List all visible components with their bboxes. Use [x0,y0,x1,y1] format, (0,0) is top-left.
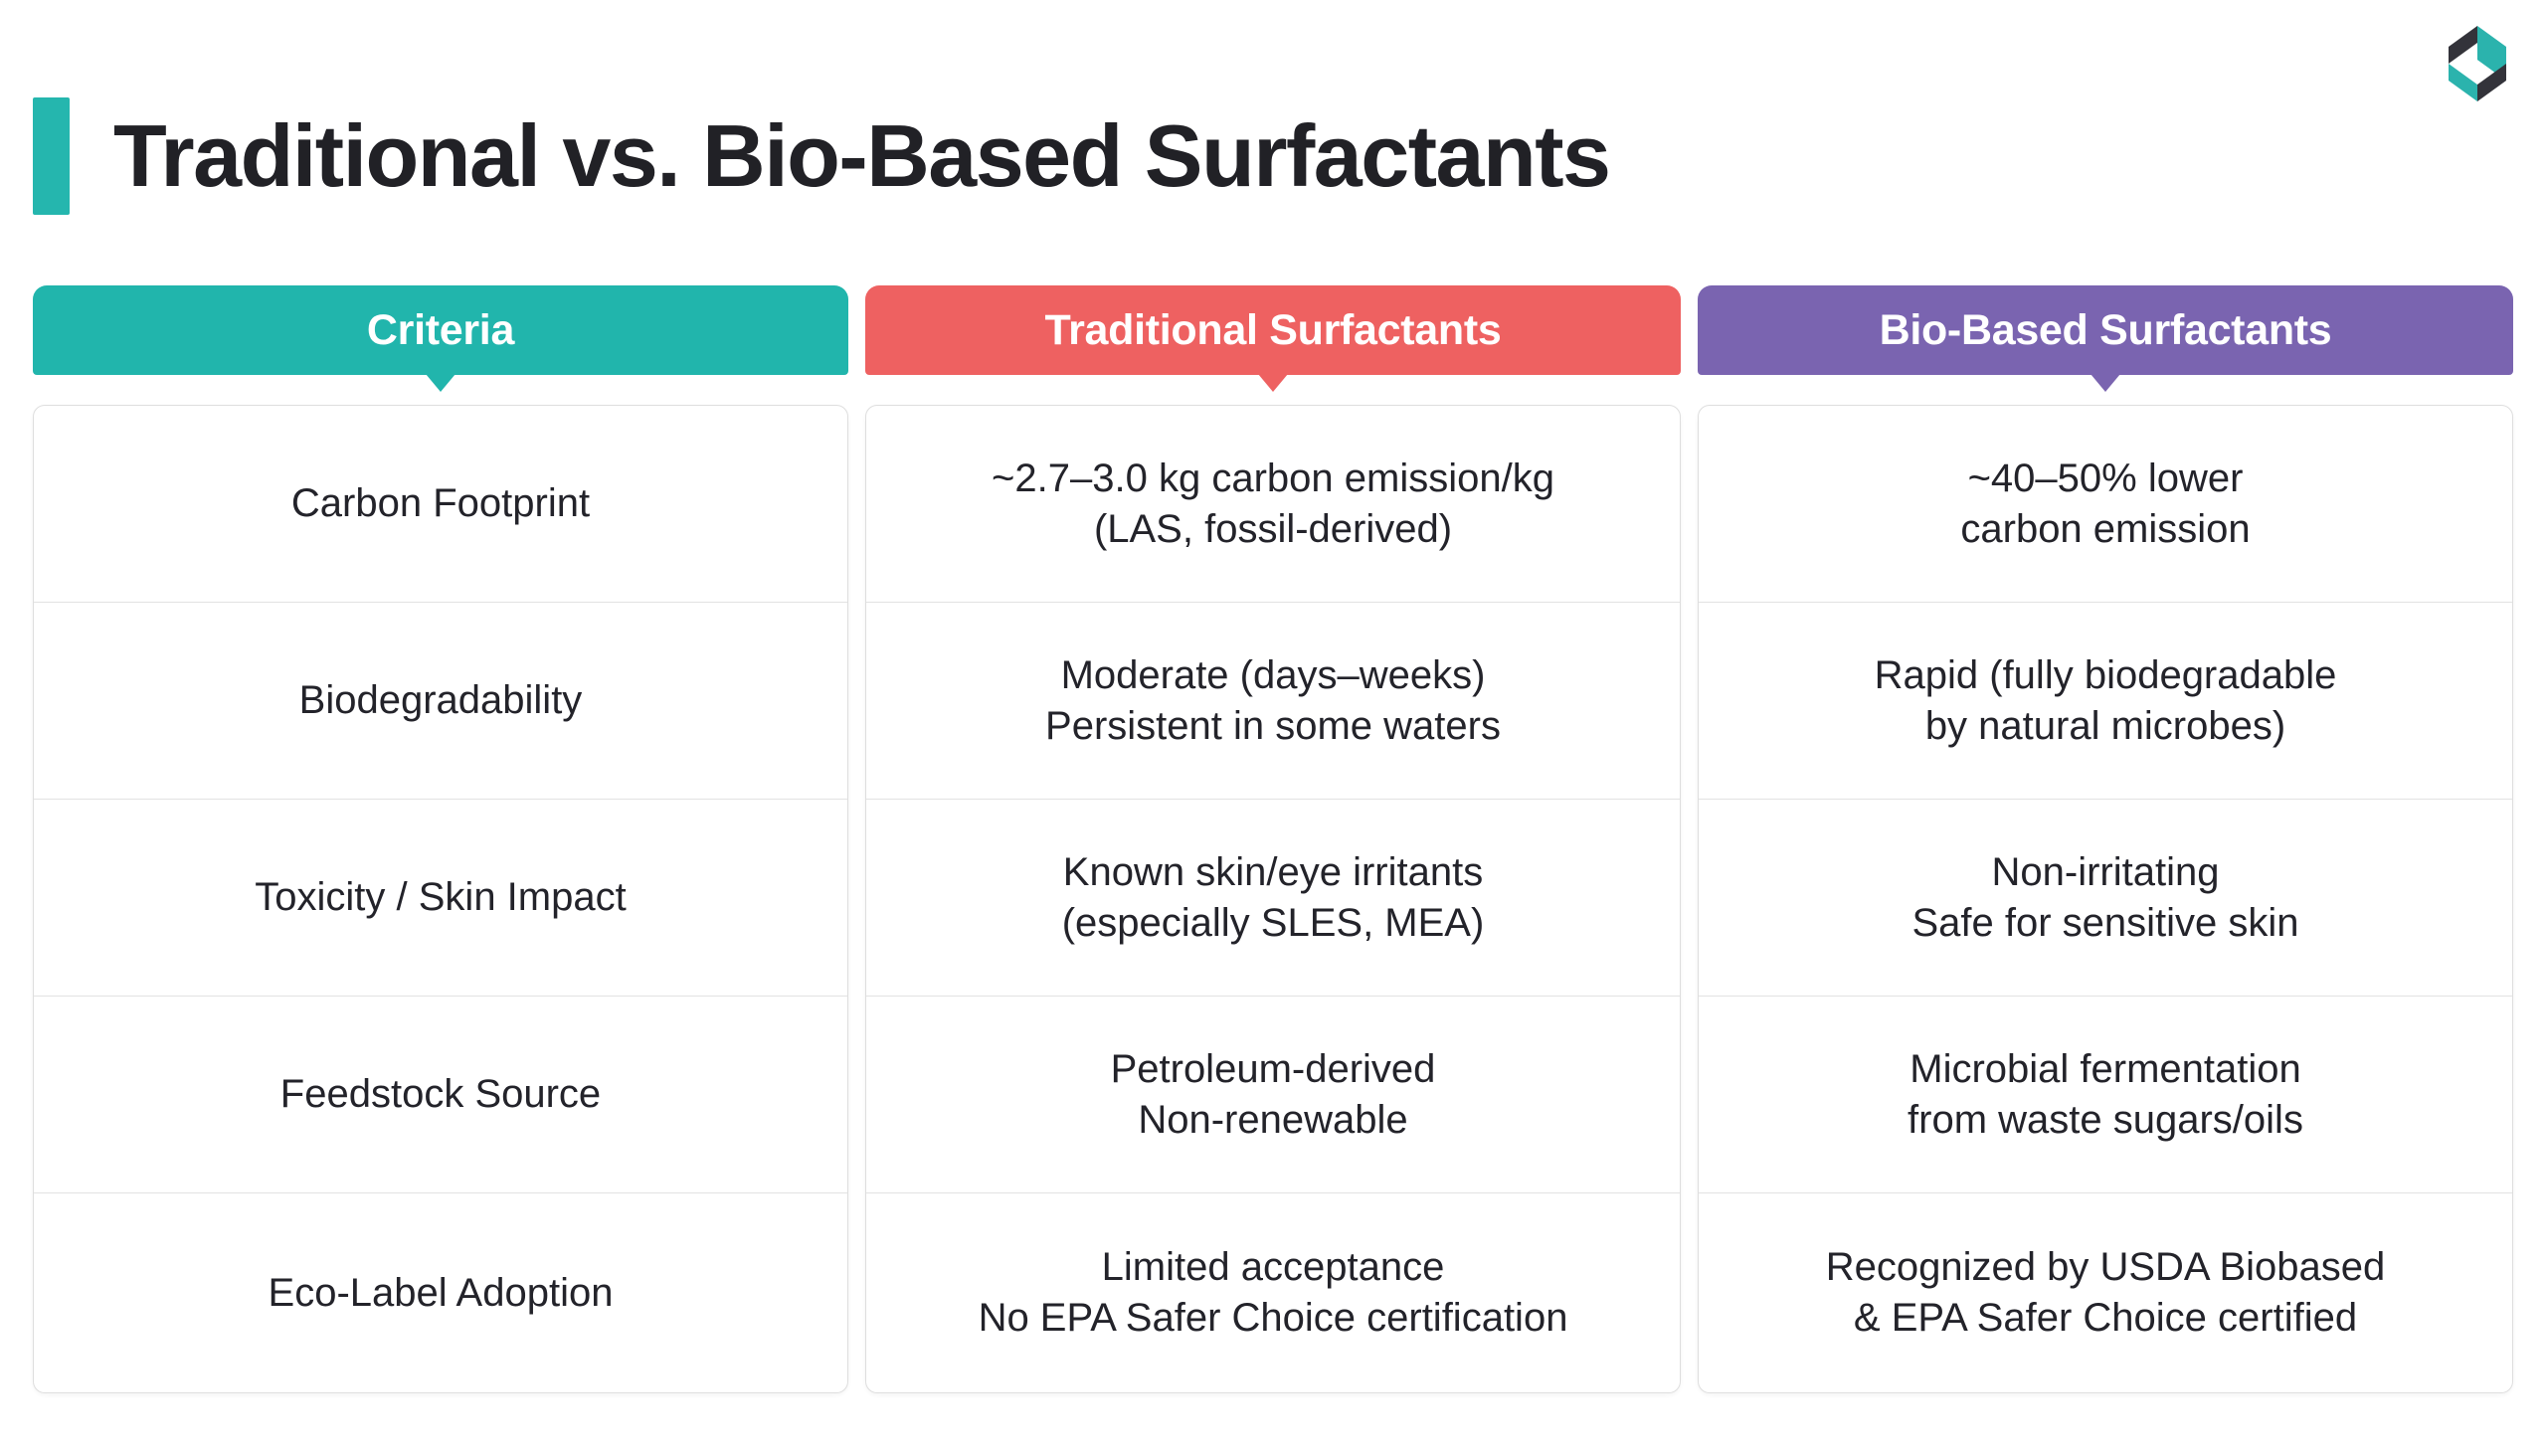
table-row: Limited acceptance No EPA Safer Choice c… [866,1193,1680,1392]
column-pointer-biobased [2091,374,2120,392]
table-row: ~2.7–3.0 kg carbon emission/kg (LAS, fos… [866,406,1680,603]
column-body-criteria: Carbon Footprint Biodegradability Toxici… [33,405,848,1393]
cell-line: Safe for sensitive skin [1911,900,2299,945]
table-row: Moderate (days–weeks) Persistent in some… [866,603,1680,800]
hexagon-logo [2441,18,2514,109]
table-row: Non-irritating Safe for sensitive skin [1699,800,2512,997]
column-header-wrap-biobased: Bio-Based Surfactants [1698,285,2513,392]
table-row: Petroleum-derived Non-renewable [866,997,1680,1193]
logo-right-teal-2 [2477,26,2506,81]
table-row: Carbon Footprint [34,406,847,603]
cell-line: Eco-Label Adoption [268,1270,614,1315]
cell-line: No EPA Safer Choice certification [978,1296,1568,1340]
table-row: Eco-Label Adoption [34,1193,847,1392]
logo-bottom-right-dark [2477,64,2506,101]
table-column-criteria: Criteria Carbon Footprint Biodegradabili… [33,285,848,1393]
table-row: Feedstock Source [34,997,847,1193]
cell-line: ~2.7–3.0 kg carbon emission/kg [992,455,1554,500]
table-row: Recognized by USDA Biobased & EPA Safer … [1699,1193,2512,1392]
cell-line: by natural microbes) [1924,703,2286,748]
column-body-traditional: ~2.7–3.0 kg carbon emission/kg (LAS, fos… [865,405,1681,1393]
column-header-traditional[interactable]: Traditional Surfactants [865,285,1681,375]
table-row: Biodegradability [34,603,847,800]
cell-line: Non-irritating [1991,849,2220,894]
cell-line: Petroleum-derived [1110,1046,1436,1091]
cell-line: Known skin/eye irritants [1062,849,1484,894]
cell-line: Limited acceptance [1101,1245,1445,1290]
cell-line: Toxicity / Skin Impact [255,875,627,920]
column-pointer-criteria [426,374,455,392]
cell-line: (LAS, fossil-derived) [1093,506,1453,551]
cell-line: carbon emission [1960,506,2251,551]
table-row: Toxicity / Skin Impact [34,800,847,997]
cell-line: Rapid (fully biodegradable [1874,652,2337,697]
logo-top-left-dark [2449,26,2477,64]
logo-left-teal [2449,64,2477,101]
logo-shape [2449,26,2506,101]
table-column-biobased: Bio-Based Surfactants ~40–50% lower carb… [1698,285,2513,1393]
table-column-traditional: Traditional Surfactants ~2.7–3.0 kg carb… [865,285,1681,1393]
cell-line: Recognized by USDA Biobased [1825,1245,2386,1290]
cell-line: Biodegradability [298,678,583,723]
cell-line: Feedstock Source [279,1072,602,1117]
cell-line: ~40–50% lower [1967,455,2244,500]
table-row: Rapid (fully biodegradable by natural mi… [1699,603,2512,800]
cell-line: from waste sugars/oils [1908,1097,2303,1142]
cell-line: Microbial fermentation [1910,1046,2301,1091]
column-body-biobased: ~40–50% lower carbon emission Rapid (ful… [1698,405,2513,1393]
cell-line: Persistent in some waters [1045,703,1501,748]
page-title-row: Traditional vs. Bio-Based Surfactants [33,95,1611,217]
cell-line: & EPA Safer Choice certified [1853,1296,2358,1340]
table-row: Microbial fermentation from waste sugars… [1699,997,2512,1193]
column-header-wrap-criteria: Criteria [33,285,848,392]
cell-line: Carbon Footprint [290,481,591,526]
title-accent-bar [33,97,70,215]
page-title: Traditional vs. Bio-Based Surfactants [113,106,1611,205]
column-header-biobased[interactable]: Bio-Based Surfactants [1698,285,2513,375]
column-pointer-traditional [1258,374,1288,392]
comparison-table: Criteria Carbon Footprint Biodegradabili… [33,285,2513,1393]
table-row: ~40–50% lower carbon emission [1699,406,2512,603]
cell-line: Moderate (days–weeks) [1060,652,1486,697]
column-header-wrap-traditional: Traditional Surfactants [865,285,1681,392]
column-header-criteria[interactable]: Criteria [33,285,848,375]
table-row: Known skin/eye irritants (especially SLE… [866,800,1680,997]
cell-line: Non-renewable [1138,1097,1408,1142]
cell-line: (especially SLES, MEA) [1061,900,1485,945]
